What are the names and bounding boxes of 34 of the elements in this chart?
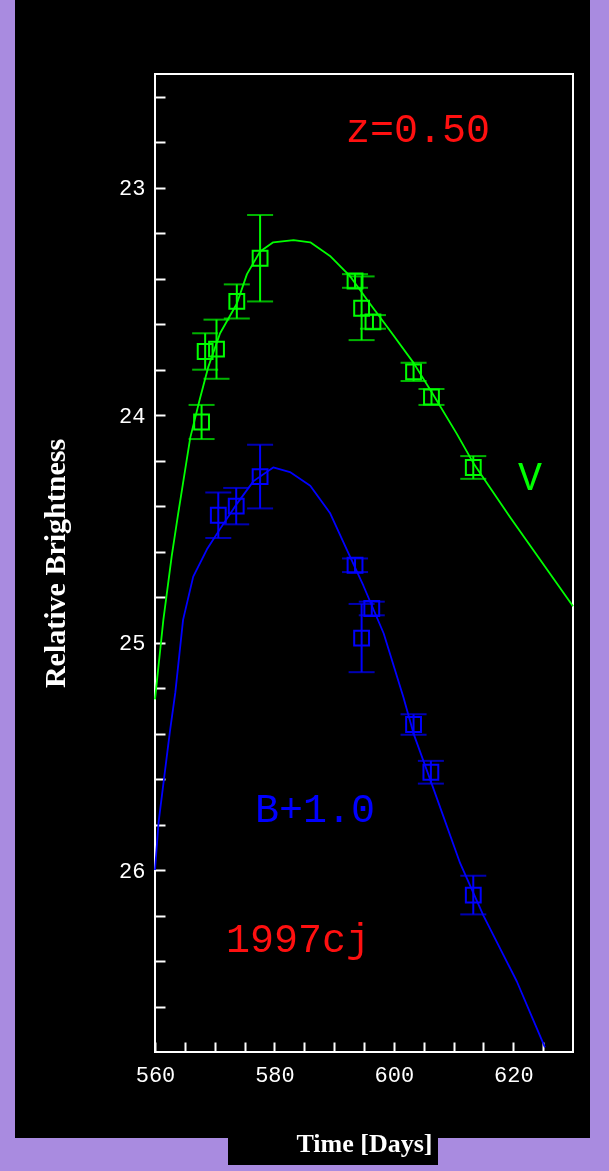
y-tick-label: 23 xyxy=(119,177,146,203)
point xyxy=(196,343,214,360)
point xyxy=(208,340,225,358)
point xyxy=(251,468,269,485)
point xyxy=(464,459,482,476)
annotation: B+1.0 xyxy=(254,789,376,834)
point xyxy=(364,313,382,331)
point xyxy=(363,600,381,617)
annotation: z=0.50 xyxy=(345,109,491,154)
annotation: 1997cj xyxy=(225,919,371,964)
y-axis-title: Relative Brightness xyxy=(37,438,71,689)
x-tick-label: 620 xyxy=(493,1063,534,1089)
x-tick-label: 560 xyxy=(135,1063,176,1089)
point xyxy=(422,763,440,781)
point xyxy=(346,272,364,290)
point xyxy=(227,497,245,515)
point xyxy=(353,629,371,647)
point xyxy=(405,363,422,381)
annotation: V xyxy=(517,457,543,502)
point xyxy=(423,388,440,406)
point xyxy=(405,716,422,733)
x-axis-title: Time [Days] xyxy=(296,1128,433,1158)
point xyxy=(228,293,246,310)
x-tick-label: 580 xyxy=(255,1063,295,1089)
y-tick-label: 24 xyxy=(119,404,146,430)
point xyxy=(464,886,482,904)
point xyxy=(209,506,227,524)
y-tick-label: 26 xyxy=(119,859,146,885)
point xyxy=(251,249,269,267)
x-tick-label: 600 xyxy=(374,1063,415,1089)
point xyxy=(353,299,371,317)
point xyxy=(346,556,364,574)
y-tick-label: 25 xyxy=(119,632,146,658)
point xyxy=(193,413,210,431)
